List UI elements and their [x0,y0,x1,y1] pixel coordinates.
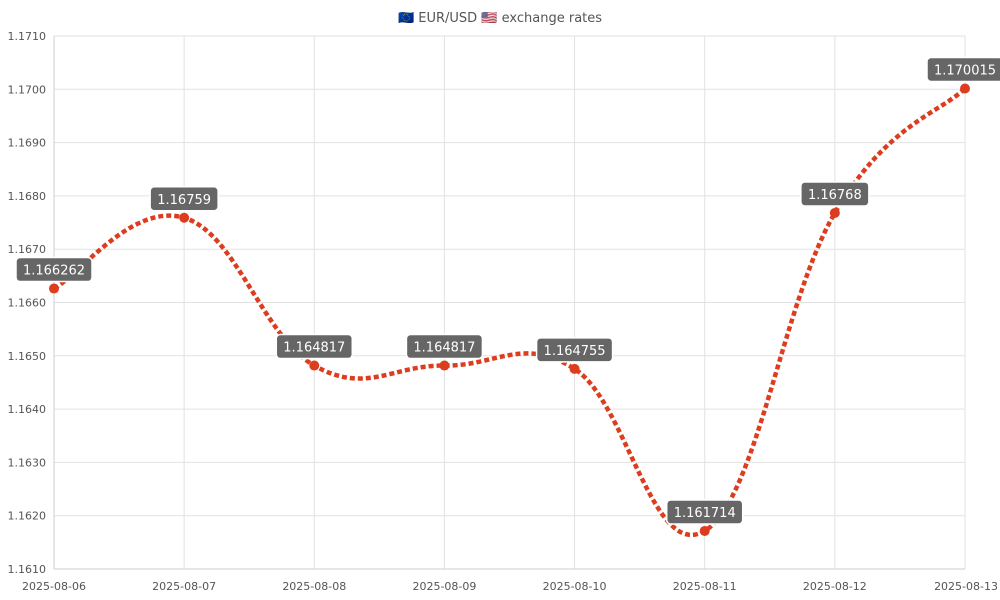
y-tick-label: 1.1620 [8,510,47,523]
data-label-text: 1.170015 [934,64,996,79]
y-tick-label: 1.1650 [8,350,47,363]
data-label-box [665,499,744,525]
y-tick-label: 1.1670 [8,243,47,256]
data-label: 1.164755 [535,337,614,363]
data-point [829,207,840,218]
data-label-box [275,333,354,360]
data-label-text: 1.164817 [413,341,475,356]
data-label-text: 1.166262 [23,264,85,279]
y-tick-label: 1.1690 [8,137,47,150]
data-label-box [926,56,1000,83]
x-tick-label: 2025-08-07 [152,580,216,593]
x-tick-label: 2025-08-10 [543,580,607,593]
y-tick-label: 1.1630 [8,456,47,469]
data-label-box [149,186,219,212]
x-tick-label: 2025-08-11 [673,580,737,593]
series-path [52,86,967,537]
x-tick-label: 2025-08-08 [282,580,346,593]
y-tick-label: 1.1700 [8,83,47,96]
y-tick-label: 1.1710 [8,30,47,43]
x-tick-label: 2025-08-09 [412,580,476,593]
data-label-text: 1.164817 [283,341,345,356]
data-label: 1.166262 [15,256,93,283]
data-point [699,525,710,536]
x-axis: 2025-08-06 2025-08-07 2025-08-08 2025-08-09… [22,568,998,593]
data-point [960,83,970,94]
data-label: 1.164817 [405,333,484,360]
x-tick-label: 2025-08-13 [934,580,998,593]
data-label: 1.170015 [926,56,1000,83]
data-label: 1.164817 [275,333,354,360]
y-tick-label: 1.1680 [8,190,47,203]
x-tick-label: 2025-08-12 [803,580,867,593]
data-label: 1.16759 [149,186,219,212]
data-label: 1.161714 [665,499,744,525]
data-label-text: 1.161714 [674,506,736,521]
chart-title: 🇪🇺 EUR/USD 🇺🇸 exchange rates [398,11,602,26]
y-tick-label: 1.1610 [8,563,47,576]
data-point [439,360,450,371]
data-label-text: 1.164755 [544,344,606,359]
data-label-box [405,333,484,360]
data-label-text: 1.16759 [157,193,211,208]
data-point [569,363,580,374]
data-points [49,83,970,536]
y-tick-label: 1.1640 [8,403,47,416]
series-line [52,86,967,537]
data-point [179,212,190,223]
y-axis: 1.1610 1.1620 1.1630 1.1640 1.1650 1.1660 1.16… [8,30,55,576]
data-label-box [800,181,870,207]
data-label-box [15,256,93,283]
data-labels: 1.166262 1.16759 1.164817 1.164817 1.164755 1… [15,56,1000,525]
data-label-box [535,337,614,363]
data-point [309,360,320,371]
data-label: 1.16768 [800,181,870,207]
x-tick-label: 2025-08-06 [22,580,86,593]
grid [53,35,966,570]
data-label-text: 1.16768 [808,188,862,203]
y-tick-label: 1.1660 [8,297,47,310]
data-point [49,283,59,294]
